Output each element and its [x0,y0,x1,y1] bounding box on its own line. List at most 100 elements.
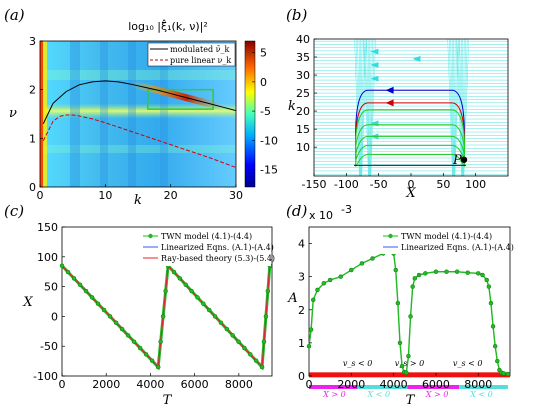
legend-box [380,229,508,254]
colorbar-tick-label: -15 [260,163,278,176]
x-sign-segment [357,385,408,389]
twn-marker [495,358,500,364]
y-tick-label: 100 [37,251,58,264]
panel-d-ylabel: A [287,291,297,306]
twn-marker [406,353,411,359]
y-tick-label: 40 [296,33,310,46]
band-label: v_s < 0 [453,359,483,368]
twn-marker [349,267,354,273]
panel-a-ylabel: ν [9,106,17,121]
cyan-caustic [360,39,364,176]
y-tick-label: -100 [33,370,58,383]
y-tick-label: 1 [298,337,305,350]
y-tick-label: 0 [29,181,36,194]
cyan-caustic [358,39,361,176]
y-tick-label: 30 [296,69,310,82]
twn-marker [160,314,166,319]
cyan-caustic [370,39,375,176]
cyan-caustic [454,39,457,176]
twn-marker [505,371,511,377]
cyan-caustic [366,39,370,176]
y-tick-label: 2 [29,84,36,97]
x-tick-label: 2000 [92,378,120,391]
twn-marker [261,339,267,344]
y-tick-label: 50 [44,281,58,294]
twn-marker [486,284,492,289]
twn-marker [95,301,101,306]
cyan-caustic [369,39,372,176]
y-tick-label: 35 [296,51,310,64]
twn-marker [149,358,155,363]
x-tick-label: 8000 [464,378,492,391]
twn-marker [218,320,224,325]
band-label: X > 0 [425,390,449,399]
pure-linear-curve [42,114,237,169]
legend-label: Linearized Eqns. (A.1)-(A.4) [401,243,514,252]
twn-marker [201,301,206,306]
panel-c-axes: 0 2000 4000 6000 8000 -100 -50 0 50 100 150 [33,221,253,391]
cyan-arrow [412,55,421,62]
twn-marker [338,274,343,279]
x-sign-segment [407,385,460,389]
twn-marker [77,282,83,287]
legend-marker [148,233,153,239]
cyan-caustic [357,39,361,176]
green-box-annotation [147,88,214,110]
y-tick-label: 10 [296,141,310,154]
cyan-caustic [364,39,369,176]
twn-marker [423,271,428,276]
twn-marker [408,314,413,319]
colorbar [244,40,256,188]
x-tick-label: 6000 [422,378,450,391]
trajectory-k25.8 [355,89,465,161]
panel-d-scale-label: x 10 [309,209,333,222]
twn-marker [490,324,496,329]
twn-marker [476,271,481,276]
twn-marker [416,272,422,278]
y-tick-label: 2 [298,304,305,317]
band-label: v_s > 0 [395,359,425,368]
y-tick-label: 150 [37,221,58,234]
colorbar-tick-label: 5 [260,47,267,60]
legend-label: Linearized Eqns. (A.1)-(A.4) [161,243,274,252]
twn-marker [310,297,316,303]
twn-marker [253,358,259,363]
band-label: X < 0 [367,390,391,399]
x-tick-label: 100 [465,178,486,191]
twn-marker [119,326,125,332]
twn-marker [171,269,177,275]
panel-c: 0 2000 4000 6000 8000 -100 -50 0 50 100 150 TWN mo… [22,221,275,408]
colorbar-tick-label: -5 [260,105,271,118]
panel-d-label: (d) [286,202,307,220]
panel-b-label: (b) [286,6,307,24]
panel-c-legend: TWN model (4.1)-(4.4) Linearized Eqns. (A… [140,229,275,266]
twn-marker [101,307,107,313]
y-tick-label: 15 [296,123,310,136]
x-tick-label: -100 [334,178,359,191]
x-sign-segment [459,385,508,389]
panel-b-cyan-field [314,39,508,176]
x-tick-label: 10 [98,189,112,202]
colorbar-ticks: 5 0 -5 -10 -15 [252,47,278,176]
cyan-caustic [460,39,463,176]
twn-marker [370,256,375,261]
legend-label: Ray-based theory (5.3)-(5.4) [161,254,275,263]
cyan-arrow [370,75,379,82]
panel-d-scale-exponent: -3 [341,203,352,216]
legend-label: TWN model (4.1)-(4.4) [161,232,252,241]
band-label: v_s < 0 [343,359,373,368]
twn-marker [113,320,119,325]
x-tick-label: 50 [436,178,450,191]
x-tick-label: 30 [229,189,243,202]
panel-d-xlabel: T [406,393,416,408]
twn-marker [308,327,314,332]
twn-marker [359,261,365,266]
legend-marker [388,233,393,239]
y-tick-label: 3 [29,35,36,48]
colorbar-tick-label: 0 [260,76,267,89]
x-tick-label: 0 [408,178,415,191]
twn-marker [177,276,183,281]
twn-marker [206,307,212,313]
cyan-caustic [462,39,465,176]
x-tick-label: 0 [306,378,313,391]
